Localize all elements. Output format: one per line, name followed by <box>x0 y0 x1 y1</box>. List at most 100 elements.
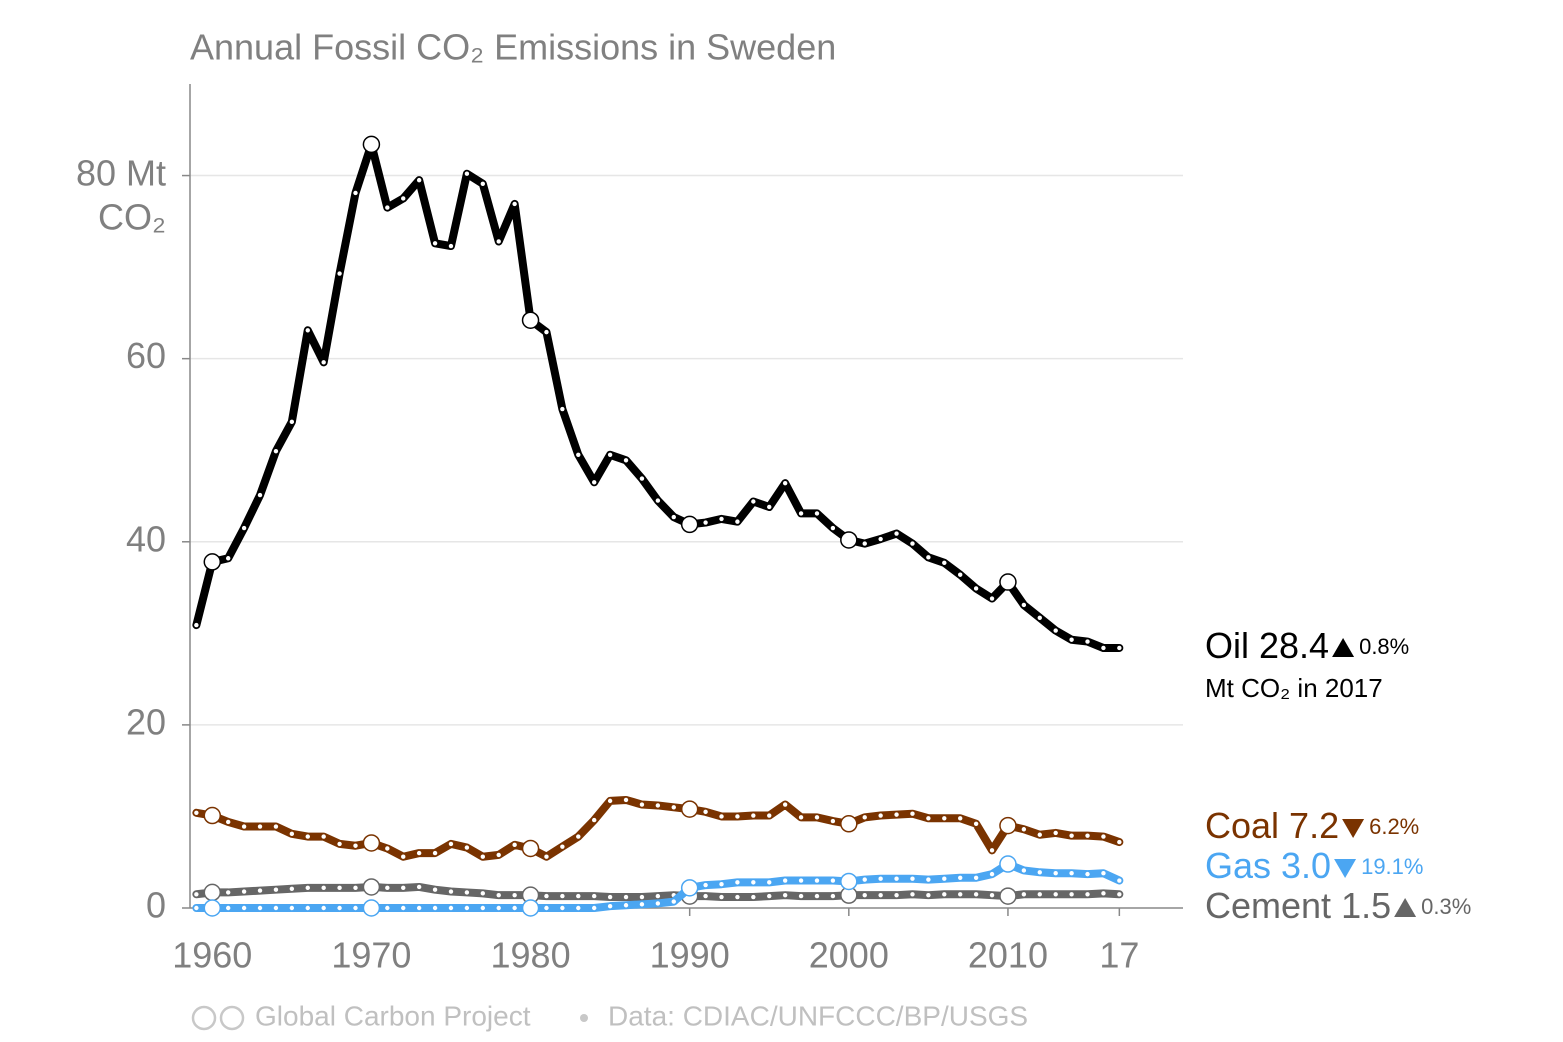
point <box>464 845 470 850</box>
y-tick-label: 0 <box>146 885 166 926</box>
point <box>910 876 915 881</box>
point <box>203 883 222 902</box>
point <box>894 531 899 536</box>
point <box>751 894 756 900</box>
point <box>1037 870 1042 875</box>
point <box>480 891 486 896</box>
point <box>576 893 581 899</box>
point <box>257 905 263 911</box>
point <box>321 905 326 911</box>
point <box>926 816 931 821</box>
point <box>353 905 358 911</box>
point <box>862 541 867 546</box>
point <box>385 205 390 210</box>
point <box>623 458 629 463</box>
end-value: 28.4 <box>1259 625 1329 666</box>
point <box>385 846 390 851</box>
point <box>655 498 661 503</box>
point <box>273 887 279 892</box>
point <box>362 834 381 852</box>
point <box>814 815 820 820</box>
end-value: 3.0 <box>1281 845 1331 886</box>
point <box>830 818 836 824</box>
point <box>257 824 263 829</box>
point <box>289 419 295 425</box>
point <box>576 905 581 911</box>
point <box>680 800 699 818</box>
footer-credit: Global Carbon Project <box>255 1000 531 1031</box>
point <box>862 892 867 898</box>
point <box>798 511 804 516</box>
series <box>192 855 1124 917</box>
point <box>878 876 883 881</box>
point <box>703 882 708 888</box>
point <box>401 854 406 859</box>
point <box>655 893 661 899</box>
point <box>751 880 756 885</box>
point <box>432 850 438 856</box>
point <box>401 196 406 201</box>
point <box>926 877 931 882</box>
point <box>1085 892 1090 897</box>
point <box>544 893 549 899</box>
point <box>1117 878 1122 883</box>
point <box>385 885 390 891</box>
point <box>305 905 310 911</box>
point <box>305 328 310 333</box>
point <box>623 797 629 803</box>
point <box>592 905 597 911</box>
point <box>496 852 501 858</box>
point <box>639 476 645 481</box>
point <box>942 816 947 821</box>
series <box>192 135 1124 652</box>
point <box>464 905 470 911</box>
point <box>671 899 676 904</box>
point <box>512 201 517 207</box>
point <box>241 905 247 911</box>
point <box>1101 891 1106 896</box>
point <box>607 903 613 909</box>
change-label: 0.8% <box>1359 634 1409 659</box>
point <box>432 241 438 246</box>
point <box>273 824 279 829</box>
point <box>1117 645 1122 651</box>
point <box>999 573 1017 591</box>
point <box>639 894 645 900</box>
point <box>958 875 963 880</box>
point <box>798 893 804 899</box>
point <box>623 894 629 900</box>
point <box>798 878 804 883</box>
point <box>999 855 1017 873</box>
point <box>592 893 597 899</box>
point <box>337 271 342 276</box>
legend-name: Gas <box>1205 845 1271 886</box>
point <box>362 878 381 896</box>
footer: Global Carbon Project Data: CDIAC/UNFCCC… <box>191 1000 1028 1031</box>
point <box>926 892 931 898</box>
y-tick-label: 40 <box>126 518 166 559</box>
line <box>192 140 1124 652</box>
point <box>1037 892 1042 897</box>
point <box>989 596 995 601</box>
point <box>703 809 708 815</box>
point <box>782 892 788 898</box>
point <box>592 480 597 485</box>
legend-name: Oil <box>1205 625 1249 666</box>
point <box>194 622 199 628</box>
point <box>480 905 486 911</box>
x-tick-label: 1960 <box>172 935 252 976</box>
point <box>942 560 947 566</box>
point <box>973 875 979 880</box>
series-label: Oil 28.4 <box>1205 625 1329 666</box>
point <box>521 839 540 858</box>
point <box>257 492 263 498</box>
point <box>910 541 915 546</box>
change-arrow <box>1394 898 1417 917</box>
point <box>1021 868 1027 873</box>
point <box>432 887 438 892</box>
point <box>512 892 517 898</box>
series-label: Coal 7.2 <box>1205 805 1339 846</box>
point <box>1069 637 1074 642</box>
change-label: 0.3% <box>1421 894 1471 919</box>
